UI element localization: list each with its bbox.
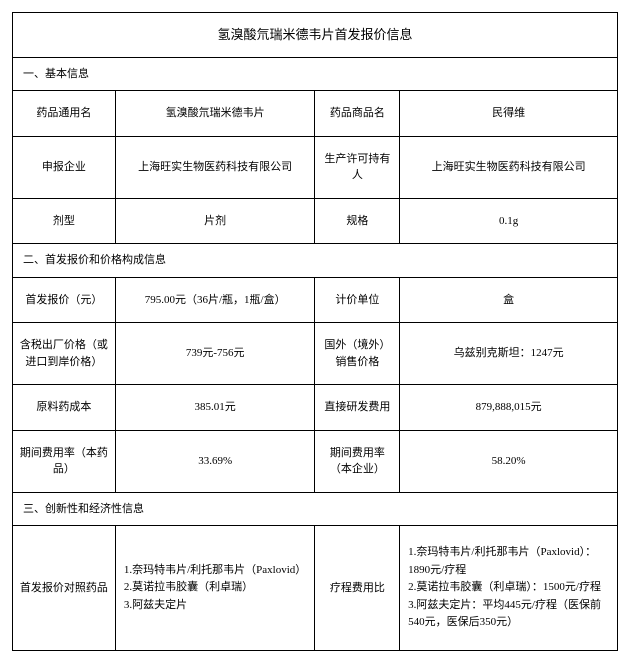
trade-name-value: 民得维 — [400, 91, 618, 137]
info-table: 氢溴酸氘瑞米德韦片首发报价信息 一、基本信息 药品通用名 氢溴酸氘瑞米德韦片 药… — [12, 12, 618, 651]
row-dosage: 剂型 片剂 规格 0.1g — [13, 198, 618, 244]
applicant-label: 申报企业 — [13, 136, 116, 198]
api-cost-value: 385.01元 — [115, 385, 315, 431]
comparator-label: 首发报价对照药品 — [13, 526, 116, 651]
row-applicant: 申报企业 上海旺实生物医药科技有限公司 生产许可持有人 上海旺实生物医药科技有限… — [13, 136, 618, 198]
rd-cost-value: 879,888,015元 — [400, 385, 618, 431]
factory-price-value: 739元-756元 — [115, 323, 315, 385]
first-price-label: 首发报价（元） — [13, 277, 116, 323]
row-comparator: 首发报价对照药品 1.奈玛特韦片/利托那韦片（Paxlovid）2.莫诺拉韦胶囊… — [13, 526, 618, 651]
spec-label: 规格 — [315, 198, 400, 244]
section-innovation: 三、创新性和经济性信息 — [13, 492, 618, 526]
period-rate-drug-value: 33.69% — [115, 430, 315, 492]
overseas-label: 国外（境外）销售价格 — [315, 323, 400, 385]
row-factory-price: 含税出厂价格（或进口到岸价格） 739元-756元 国外（境外）销售价格 乌兹别… — [13, 323, 618, 385]
section-2-label: 二、首发报价和价格构成信息 — [13, 244, 618, 278]
row-period-rate: 期间费用率（本药品） 33.69% 期间费用率（本企业） 58.20% — [13, 430, 618, 492]
period-rate-ent-value: 58.20% — [400, 430, 618, 492]
trade-name-label: 药品商品名 — [315, 91, 400, 137]
course-label: 疗程费用比 — [315, 526, 400, 651]
section-price: 二、首发报价和价格构成信息 — [13, 244, 618, 278]
section-1-label: 一、基本信息 — [13, 57, 618, 91]
row-first-price: 首发报价（元） 795.00元（36片/瓶，1瓶/盒） 计价单位 盒 — [13, 277, 618, 323]
holder-label: 生产许可持有人 — [315, 136, 400, 198]
period-rate-drug-label: 期间费用率（本药品） — [13, 430, 116, 492]
row-generic-name: 药品通用名 氢溴酸氘瑞米德韦片 药品商品名 民得维 — [13, 91, 618, 137]
period-rate-ent-label: 期间费用率（本企业） — [315, 430, 400, 492]
dosage-form-value: 片剂 — [115, 198, 315, 244]
unit-value: 盒 — [400, 277, 618, 323]
course-value: 1.奈玛特韦片/利托那韦片（Paxlovid）：1890元/疗程2.莫诺拉韦胶囊… — [400, 526, 618, 651]
dosage-form-label: 剂型 — [13, 198, 116, 244]
page-title: 氢溴酸氘瑞米德韦片首发报价信息 — [13, 13, 618, 58]
generic-name-label: 药品通用名 — [13, 91, 116, 137]
section-basic: 一、基本信息 — [13, 57, 618, 91]
holder-value: 上海旺实生物医药科技有限公司 — [400, 136, 618, 198]
comparator-value: 1.奈玛特韦片/利托那韦片（Paxlovid）2.莫诺拉韦胶囊（利卓瑞）3.阿兹… — [115, 526, 315, 651]
api-cost-label: 原料药成本 — [13, 385, 116, 431]
spec-value: 0.1g — [400, 198, 618, 244]
row-api-cost: 原料药成本 385.01元 直接研发费用 879,888,015元 — [13, 385, 618, 431]
applicant-value: 上海旺实生物医药科技有限公司 — [115, 136, 315, 198]
unit-label: 计价单位 — [315, 277, 400, 323]
factory-price-label: 含税出厂价格（或进口到岸价格） — [13, 323, 116, 385]
title-row: 氢溴酸氘瑞米德韦片首发报价信息 — [13, 13, 618, 58]
section-3-label: 三、创新性和经济性信息 — [13, 492, 618, 526]
generic-name-value: 氢溴酸氘瑞米德韦片 — [115, 91, 315, 137]
overseas-value: 乌兹别克斯坦：1247元 — [400, 323, 618, 385]
rd-cost-label: 直接研发费用 — [315, 385, 400, 431]
first-price-value: 795.00元（36片/瓶，1瓶/盒） — [115, 277, 315, 323]
